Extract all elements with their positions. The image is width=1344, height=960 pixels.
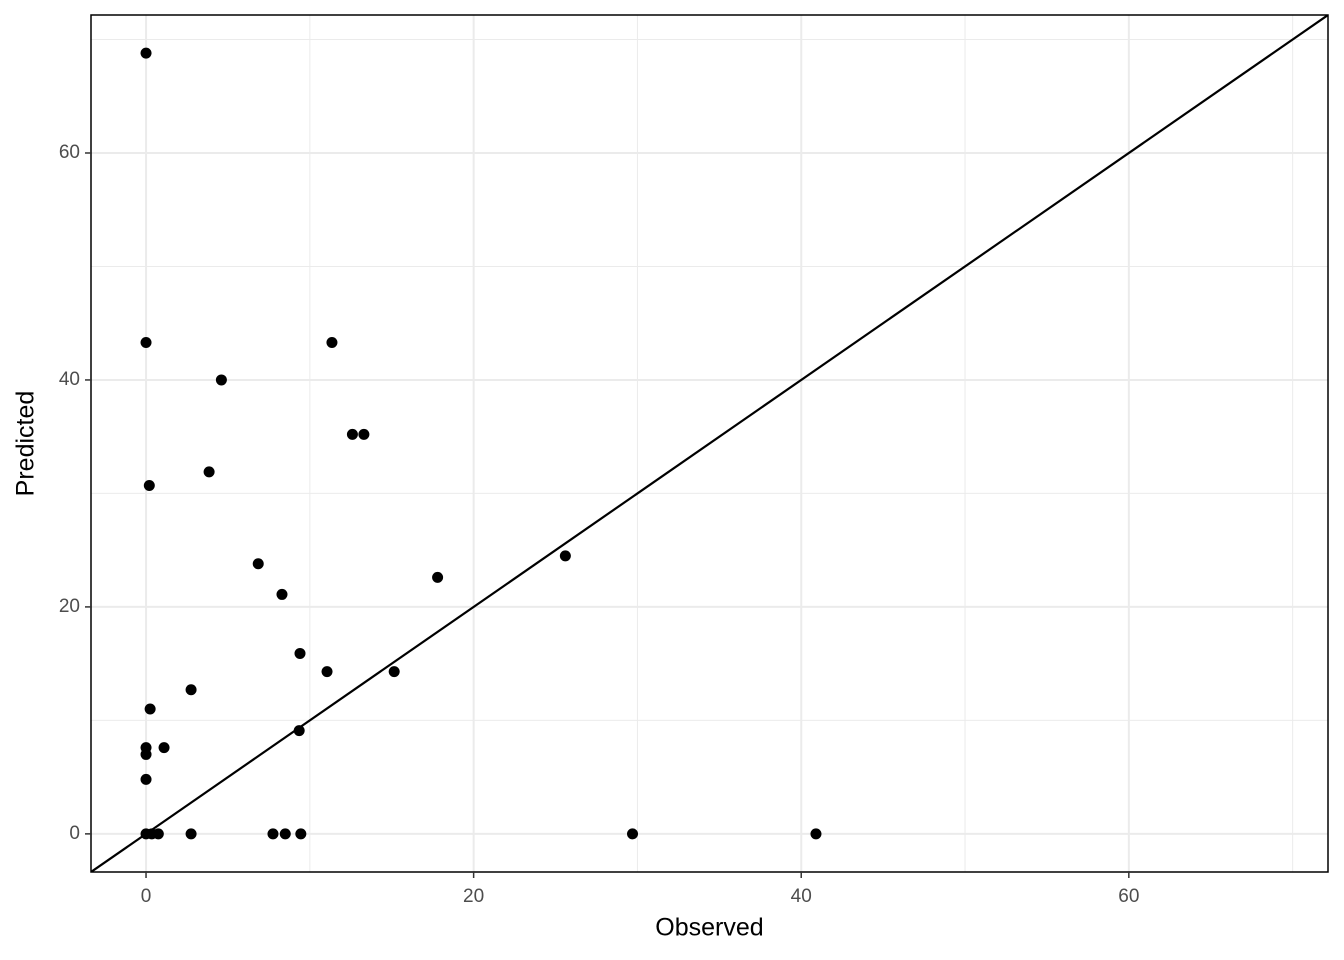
point: [215, 374, 227, 386]
point: [158, 742, 170, 754]
point: [203, 466, 215, 478]
point: [152, 828, 164, 840]
point: [559, 550, 571, 562]
point: [321, 666, 333, 678]
x-tick-label: 0: [141, 886, 152, 907]
x-axis-title: Observed: [655, 914, 763, 942]
point: [140, 337, 152, 349]
point: [295, 828, 307, 840]
plot-area: [91, 15, 1328, 872]
point: [388, 666, 400, 678]
x-tick-label: 20: [463, 886, 484, 907]
panel-border: [90, 14, 1329, 873]
point: [140, 748, 152, 760]
y-tick-label: 20: [59, 596, 80, 617]
point: [358, 428, 370, 440]
point: [185, 684, 197, 696]
point: [252, 558, 264, 570]
point: [140, 47, 152, 59]
point: [144, 703, 156, 715]
point: [346, 428, 358, 440]
y-tick-label: 40: [59, 369, 80, 390]
point: [267, 828, 279, 840]
y-tick-label: 0: [69, 823, 80, 844]
point: [627, 828, 639, 840]
point: [326, 337, 338, 349]
point: [810, 828, 822, 840]
point: [143, 479, 155, 491]
point: [294, 647, 306, 659]
point: [432, 571, 444, 583]
point: [140, 773, 152, 785]
point: [279, 828, 291, 840]
y-tick-label: 60: [59, 142, 80, 163]
point: [276, 588, 288, 600]
y-axis-title: Predicted: [12, 391, 40, 497]
grid: [91, 15, 1328, 872]
point: [293, 725, 305, 737]
point: [185, 828, 197, 840]
x-tick-label: 60: [1118, 886, 1139, 907]
x-tick-label: 40: [791, 886, 812, 907]
identity-line: [91, 15, 1328, 872]
